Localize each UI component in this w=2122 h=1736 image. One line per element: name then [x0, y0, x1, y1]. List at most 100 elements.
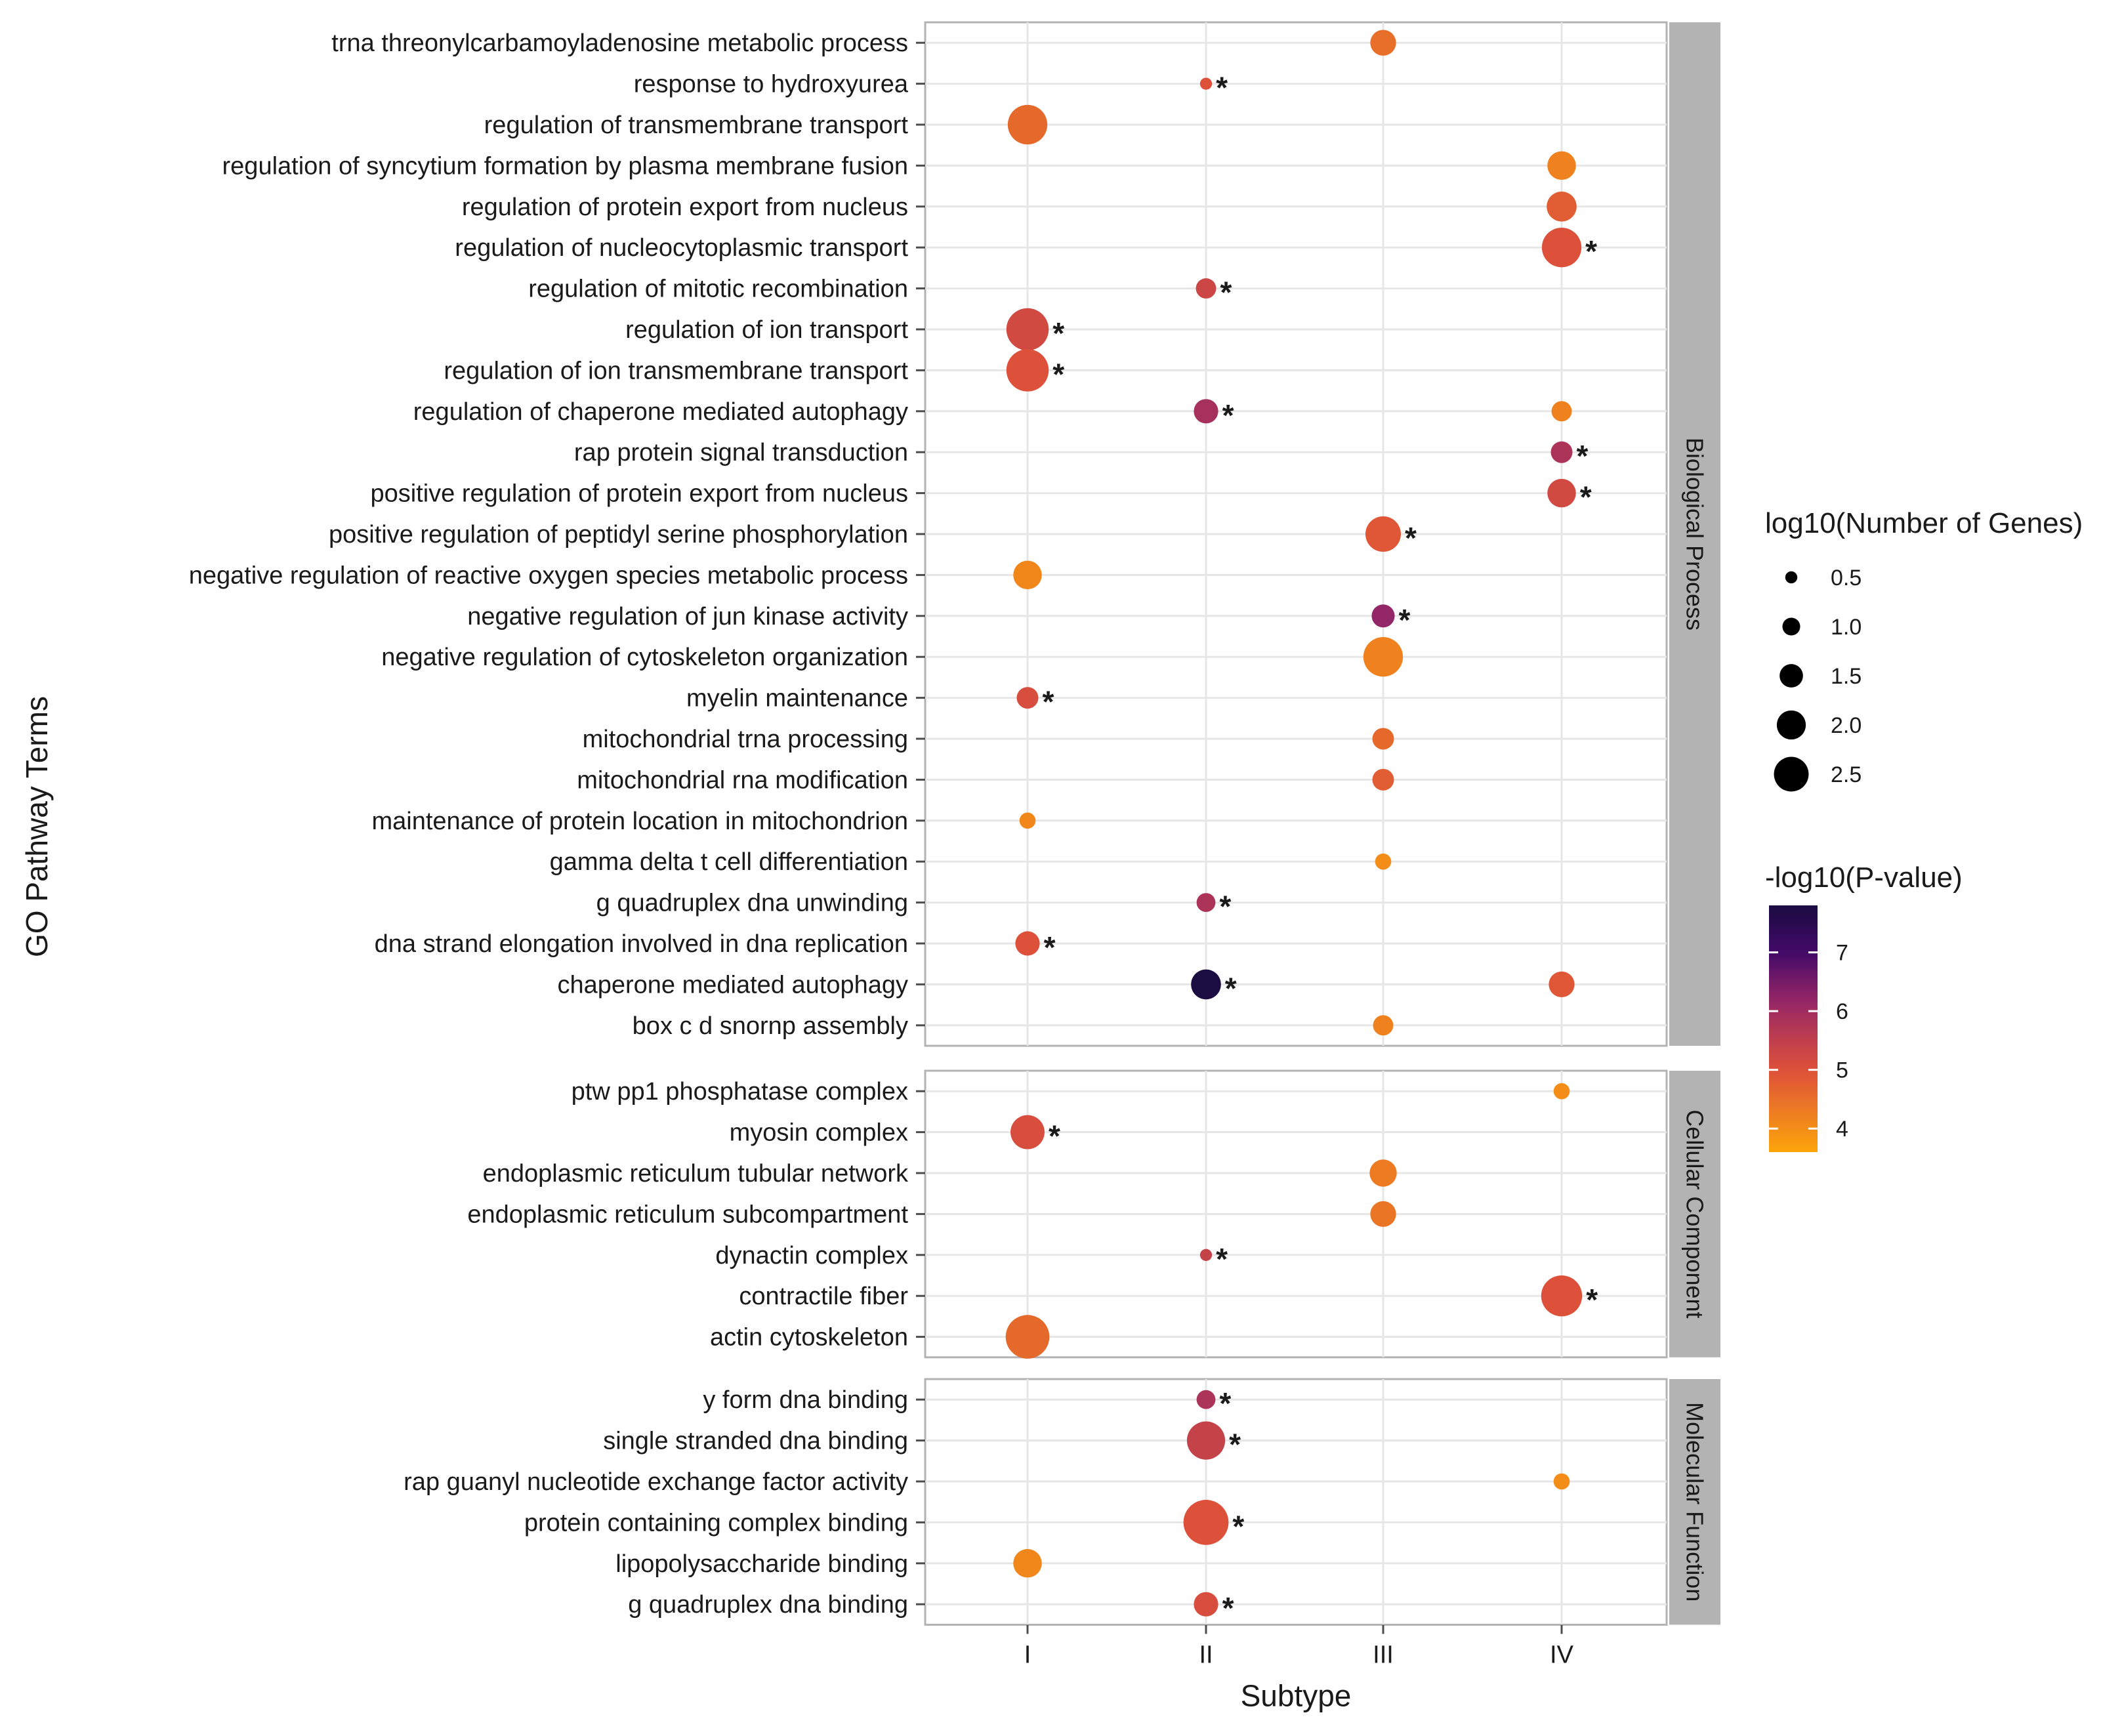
y-tick-label: rap protein signal transduction — [574, 439, 908, 466]
y-tick-label: regulation of transmembrane transport — [484, 112, 909, 139]
data-point — [1550, 441, 1573, 463]
data-point — [1373, 1015, 1394, 1036]
color-legend-title: -log10(P-value) — [1765, 861, 1963, 894]
facet-strip — [1669, 1071, 1720, 1357]
significance-star: * — [1585, 234, 1597, 268]
x-axis-title: Subtype — [1241, 1678, 1352, 1712]
facet-strip-label: Cellular Component — [1682, 1109, 1709, 1318]
y-tick-label: response to hydroxyurea — [634, 71, 909, 98]
facet-panels: trna threonylcarbamoyladenosine metaboli… — [189, 21, 1720, 1626]
y-tick-label: contractile fiber — [739, 1283, 908, 1310]
data-point — [1186, 1421, 1226, 1460]
size-legend-label: 0.5 — [1831, 566, 1862, 590]
x-tick-label: III — [1373, 1641, 1394, 1668]
x-tick-label: II — [1199, 1641, 1213, 1668]
y-tick-label: regulation of chaperone mediated autopha… — [413, 398, 908, 426]
data-point — [1541, 228, 1582, 268]
y-tick-label: gamma delta t cell differentiation — [550, 848, 908, 876]
data-point — [1196, 893, 1216, 912]
data-point — [1005, 1315, 1050, 1359]
significance-star: * — [1225, 971, 1237, 1005]
data-point — [1541, 1275, 1583, 1317]
facet-biological-process: trna threonylcarbamoyladenosine metaboli… — [189, 21, 1720, 1047]
y-tick-label: regulation of protein export from nucleu… — [462, 194, 908, 221]
significance-star: * — [1043, 685, 1054, 719]
y-tick-label: single stranded dna binding — [603, 1428, 908, 1455]
data-point — [1196, 1390, 1216, 1409]
significance-star: * — [1216, 71, 1228, 105]
data-point — [1371, 604, 1395, 628]
data-point — [1013, 560, 1042, 590]
y-tick-label: negative regulation of cytoskeleton orga… — [381, 644, 908, 671]
significance-star: * — [1219, 890, 1231, 924]
data-point — [1183, 1500, 1229, 1545]
data-point — [1015, 931, 1040, 956]
size-legend-key — [1782, 617, 1800, 636]
data-point — [1013, 1549, 1042, 1578]
size-legend: log10(Number of Genes) 0.5 1.0 1.5 2.0 2.5 — [1765, 507, 2083, 792]
y-tick-label: regulation of ion transmembrane transpor… — [444, 357, 908, 384]
data-point — [1196, 278, 1217, 299]
significance-star: * — [1399, 603, 1411, 637]
y-axis-title: GO Pathway Terms — [20, 696, 54, 957]
data-point — [1019, 812, 1036, 829]
facet-molecular-function: y form dna binding single stranded dna bi… — [404, 1378, 1720, 1626]
data-point — [1547, 151, 1576, 180]
data-point — [1553, 1083, 1570, 1100]
data-point — [1365, 516, 1401, 552]
significance-star: * — [1222, 398, 1234, 432]
y-tick-label: dynactin complex — [715, 1242, 908, 1270]
significance-star: * — [1049, 1119, 1060, 1153]
facet-strip-label: Biological Process — [1682, 438, 1709, 630]
data-point — [1547, 478, 1576, 508]
y-tick-label: positive regulation of protein export fr… — [370, 480, 908, 508]
data-point — [1375, 853, 1392, 870]
data-point — [1016, 687, 1039, 709]
data-point — [1010, 1115, 1045, 1149]
data-point — [1547, 192, 1577, 222]
size-legend-label: 2.0 — [1831, 713, 1862, 738]
y-tick-label: maintenance of protein location in mitoc… — [371, 808, 908, 835]
data-point — [1194, 399, 1218, 424]
color-legend: -log10(P-value) 4 5 6 7 — [1765, 861, 1963, 1152]
x-tick-label: IV — [1550, 1641, 1574, 1668]
y-tick-label: regulation of nucleocytoplasmic transpor… — [455, 234, 908, 262]
facet-strip-label: Molecular Function — [1682, 1402, 1709, 1602]
data-point — [1199, 1249, 1213, 1261]
y-tick-label: ptw pp1 phosphatase complex — [572, 1078, 908, 1106]
facet-strip — [1669, 22, 1720, 1046]
data-point — [1191, 969, 1221, 1000]
size-legend-key — [1776, 710, 1806, 740]
data-point — [1369, 1159, 1397, 1187]
data-point — [1194, 1592, 1218, 1617]
data-point — [1007, 104, 1048, 145]
data-point — [1551, 401, 1572, 422]
y-tick-label: protein containing complex binding — [524, 1509, 908, 1537]
y-tick-label: trna threonylcarbamoyladenosine metaboli… — [331, 30, 908, 57]
data-point — [1370, 1201, 1396, 1228]
significance-star: * — [1220, 276, 1232, 310]
significance-star: * — [1229, 1428, 1241, 1462]
x-tick-label: I — [1024, 1641, 1031, 1668]
y-tick-label: mitochondrial trna processing — [583, 726, 908, 753]
significance-star: * — [1232, 1509, 1244, 1543]
color-legend-bar — [1769, 905, 1818, 1152]
significance-star: * — [1405, 521, 1417, 555]
data-point — [1370, 30, 1396, 56]
significance-star: * — [1580, 480, 1592, 514]
y-tick-label: positive regulation of peptidyl serine p… — [329, 521, 908, 548]
y-tick-label: g quadruplex dna binding — [628, 1591, 908, 1619]
significance-star: * — [1222, 1591, 1234, 1625]
y-tick-label: mitochondrial rna modification — [577, 766, 908, 794]
color-legend-label: 7 — [1836, 941, 1848, 966]
y-tick-label: actin cytoskeleton — [710, 1324, 908, 1352]
size-legend-key — [1785, 571, 1798, 584]
data-point — [1006, 349, 1049, 392]
data-point — [1549, 971, 1575, 998]
y-tick-label: rap guanyl nucleotide exchange factor ac… — [404, 1468, 908, 1496]
color-legend-label: 5 — [1836, 1058, 1848, 1083]
data-point — [1363, 637, 1404, 677]
y-tick-label: negative regulation of reactive oxygen s… — [189, 562, 908, 589]
significance-star: * — [1216, 1242, 1228, 1276]
y-tick-label: y form dna binding — [703, 1386, 908, 1414]
